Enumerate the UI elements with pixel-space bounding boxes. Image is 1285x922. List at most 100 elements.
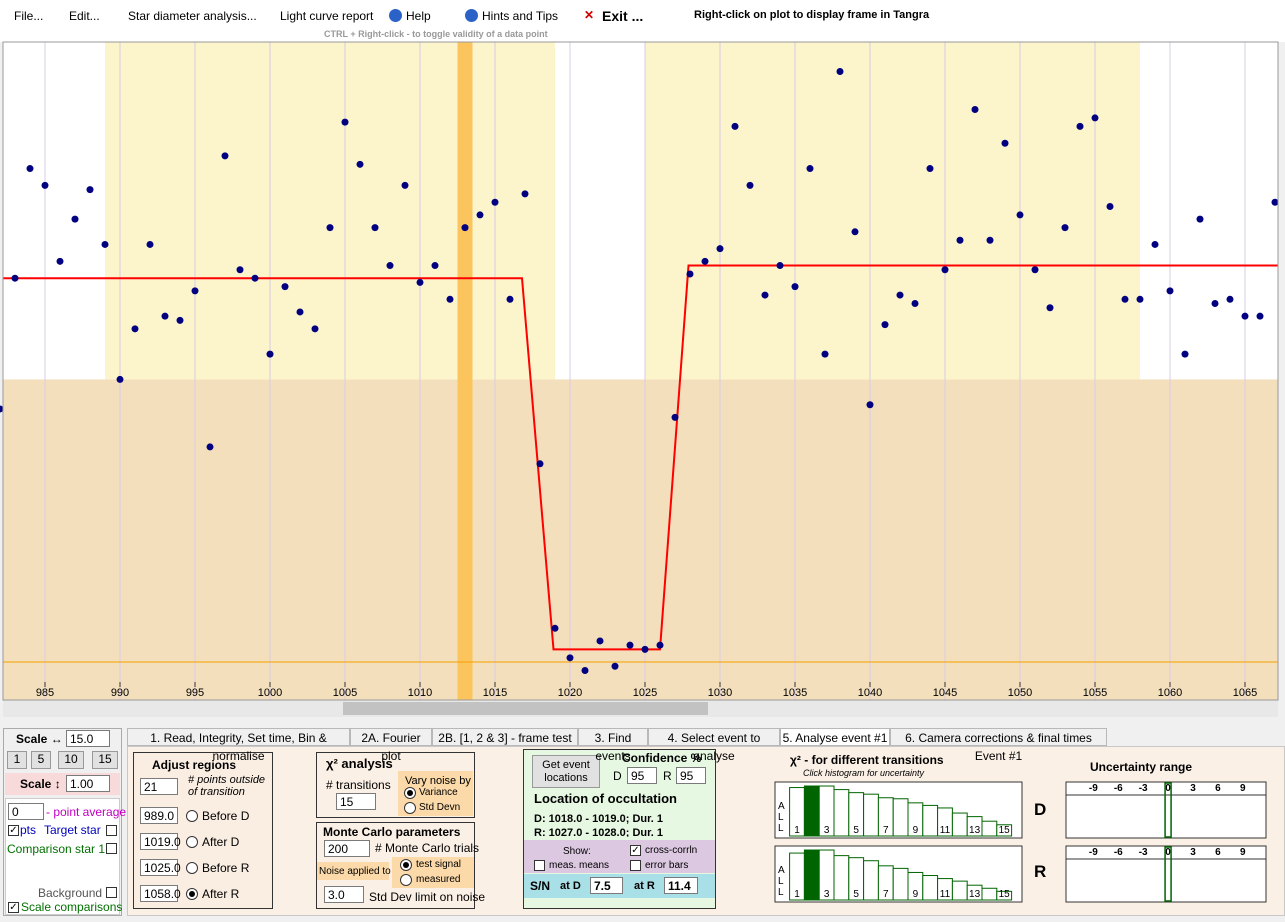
tab[interactable]: 4. Select event to analyse: [648, 728, 780, 763]
scale-button[interactable]: 5: [31, 751, 51, 769]
data-point: [896, 291, 904, 299]
x-tick-label: 1045: [933, 687, 957, 699]
r-confidence[interactable]: 95: [676, 767, 706, 784]
lower-zone: [3, 379, 1278, 700]
x-tick-label: 1020: [558, 687, 582, 699]
tab[interactable]: 5. Analyse event #1: [780, 728, 890, 746]
checkbox[interactable]: ✓: [8, 825, 19, 836]
menu-item[interactable]: Exit ...: [602, 8, 644, 24]
point-average-label: - point average: [46, 805, 127, 819]
data-point: [911, 300, 919, 308]
show-band: [524, 840, 715, 873]
region-input[interactable]: 1019.0: [140, 833, 181, 850]
data-point: [731, 122, 739, 130]
tab[interactable]: 6. Camera corrections & final times Even…: [890, 728, 1107, 763]
tab[interactable]: 1. Read, Integrity, Set time, Bin & norm…: [127, 728, 350, 763]
data-point: [1241, 312, 1249, 320]
x-tick-label: 1050: [1008, 687, 1032, 699]
background-label: Background: [38, 886, 103, 900]
data-point: [971, 105, 979, 113]
data-point: [131, 325, 139, 333]
region-label: Before D: [202, 809, 250, 823]
region-input[interactable]: 1058.0: [140, 885, 181, 902]
menu-item[interactable]: File...: [14, 9, 44, 23]
data-point: [551, 624, 559, 632]
data-point: [626, 641, 634, 649]
x-tick-label: 985: [36, 687, 54, 699]
radio[interactable]: [186, 888, 198, 900]
button-label: Get event locations: [542, 759, 590, 784]
checkbox[interactable]: [534, 860, 545, 871]
data-point: [1031, 266, 1039, 274]
data-point: [776, 262, 784, 270]
transitions-input[interactable]: 15: [336, 793, 376, 810]
panel-title: Monte Carlo parameters: [323, 825, 461, 839]
d-location: D: 1018.0 - 1019.0; Dur. 1: [534, 813, 664, 825]
menu-item[interactable]: Hints and Tips: [482, 9, 559, 23]
radio[interactable]: [404, 802, 416, 814]
scale-v-input[interactable]: 1.00: [66, 775, 110, 792]
data-point: [296, 308, 304, 316]
points-input[interactable]: 21: [140, 778, 178, 795]
panel-title: χ² analysis: [326, 756, 393, 771]
scale-h-label: Scale ↔: [16, 732, 63, 746]
data-point: [1196, 215, 1204, 223]
scroll-thumb[interactable]: [343, 702, 708, 715]
data-point: [506, 295, 514, 303]
scale-button[interactable]: 10: [58, 751, 84, 769]
data-point: [356, 160, 364, 168]
checkbox[interactable]: ✓: [630, 845, 641, 856]
data-point: [641, 645, 649, 653]
data-point: [446, 295, 454, 303]
scale-button[interactable]: 15: [92, 751, 118, 769]
scale-h-input[interactable]: 15.0: [66, 730, 110, 747]
x-tick-label: 995: [186, 687, 204, 699]
point-average-input[interactable]: 0: [8, 803, 44, 820]
at-r-label: at R: [634, 880, 655, 892]
radio[interactable]: [186, 836, 198, 848]
analysis-region: [105, 42, 555, 380]
noise-label-box: [317, 862, 389, 880]
get-events-button[interactable]: Get event locations: [532, 755, 600, 788]
checkbox[interactable]: [106, 887, 117, 898]
location-title: Location of occultation: [534, 791, 677, 806]
d-confidence[interactable]: 95: [627, 767, 657, 784]
hint: Right-click on plot to display frame in …: [694, 9, 930, 21]
exit-icon: ✕: [584, 8, 595, 22]
menu-item[interactable]: Edit...: [69, 9, 100, 23]
tab[interactable]: 3. Find events: [578, 728, 648, 763]
radio[interactable]: [186, 862, 198, 874]
data-point: [746, 181, 754, 189]
radio[interactable]: [400, 874, 412, 886]
data-point: [806, 165, 814, 173]
scale-button[interactable]: 1: [7, 751, 27, 769]
menu-item[interactable]: Star diameter analysis...: [128, 9, 257, 23]
region-input[interactable]: 1025.0: [140, 859, 181, 876]
checkbox[interactable]: ✓: [8, 902, 19, 913]
tab[interactable]: 2A. Fourier plot: [350, 728, 432, 763]
limit-input[interactable]: 3.0: [324, 886, 364, 903]
data-point: [1271, 198, 1279, 206]
checkbox[interactable]: [106, 843, 117, 854]
region-input[interactable]: 989.0: [140, 807, 178, 824]
radio[interactable]: [400, 859, 412, 871]
data-point: [401, 181, 409, 189]
help-icon: [389, 9, 402, 22]
x-tick-label: 1060: [1158, 687, 1182, 699]
radio[interactable]: [186, 810, 198, 822]
trials-input[interactable]: 200: [324, 840, 370, 857]
uncertainty-title: Uncertainty range: [1090, 760, 1193, 774]
data-point: [1091, 114, 1099, 122]
r-label: R: [663, 769, 672, 783]
tab[interactable]: 2B. [1, 2 & 3] - frame test: [432, 728, 578, 746]
data-point: [1106, 203, 1114, 210]
menu-item[interactable]: Help: [406, 9, 431, 23]
data-point: [206, 443, 214, 451]
data-point: [26, 165, 34, 173]
radio[interactable]: [404, 787, 416, 799]
checkbox[interactable]: [106, 825, 117, 836]
checkbox[interactable]: [630, 860, 641, 871]
menu-item[interactable]: Light curve report: [280, 9, 374, 23]
data-point: [1166, 287, 1174, 295]
error-bars-label: error bars: [645, 860, 689, 871]
